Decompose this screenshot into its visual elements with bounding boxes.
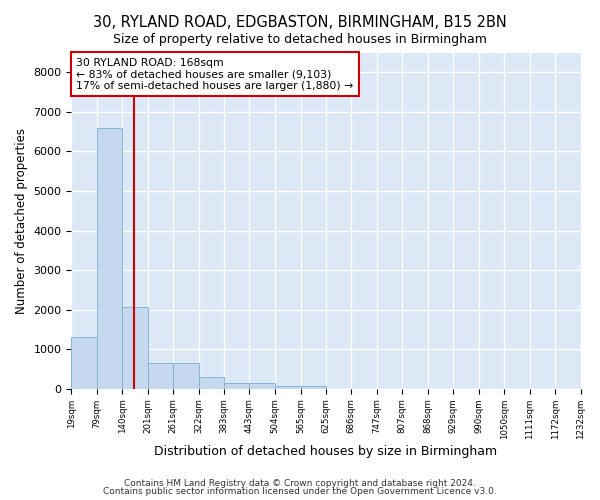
Text: Contains public sector information licensed under the Open Government Licence v3: Contains public sector information licen… bbox=[103, 487, 497, 496]
Bar bbox=[173, 363, 199, 389]
Bar bbox=[97, 128, 122, 389]
Bar bbox=[275, 386, 301, 389]
Bar bbox=[71, 338, 97, 389]
X-axis label: Distribution of detached houses by size in Birmingham: Distribution of detached houses by size … bbox=[154, 444, 497, 458]
Text: Contains HM Land Registry data © Crown copyright and database right 2024.: Contains HM Land Registry data © Crown c… bbox=[124, 479, 476, 488]
Bar bbox=[250, 384, 275, 389]
Text: 30 RYLAND ROAD: 168sqm
← 83% of detached houses are smaller (9,103)
17% of semi-: 30 RYLAND ROAD: 168sqm ← 83% of detached… bbox=[76, 58, 354, 90]
Bar bbox=[148, 363, 173, 389]
Text: Size of property relative to detached houses in Birmingham: Size of property relative to detached ho… bbox=[113, 32, 487, 46]
Bar bbox=[122, 306, 148, 389]
Y-axis label: Number of detached properties: Number of detached properties bbox=[15, 128, 28, 314]
Text: 30, RYLAND ROAD, EDGBASTON, BIRMINGHAM, B15 2BN: 30, RYLAND ROAD, EDGBASTON, BIRMINGHAM, … bbox=[93, 15, 507, 30]
Bar bbox=[301, 386, 326, 389]
Bar bbox=[199, 377, 224, 389]
Bar bbox=[224, 384, 250, 389]
